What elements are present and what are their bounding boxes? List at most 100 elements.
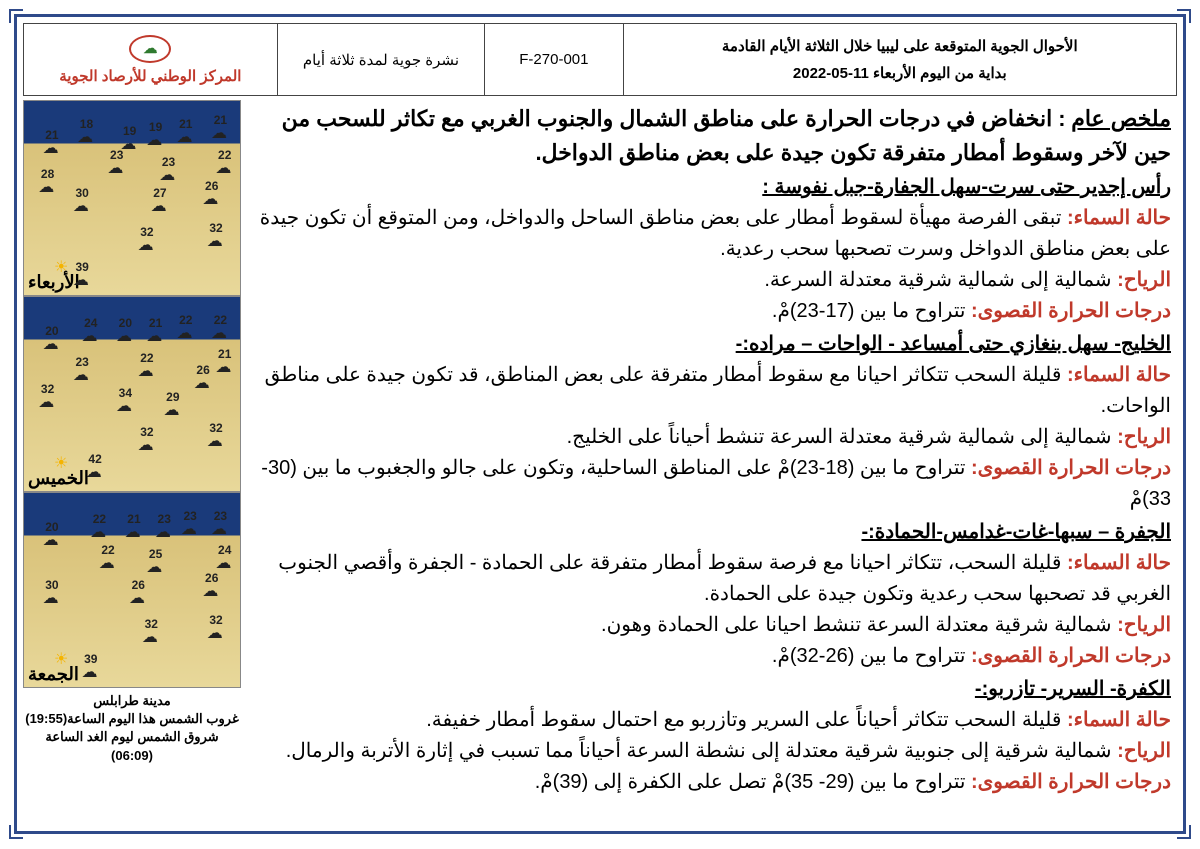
region-block: الجفرة – سبها-غات-غدامس-الحمادة:-حالة ال…	[247, 517, 1171, 672]
region-sky: حالة السماء: قليلة السحب تتكاثر احيانا م…	[247, 360, 1171, 422]
header-title-line1: الأحوال الجوية المتوقعة على ليبيا خلال ا…	[634, 33, 1166, 60]
cloud-icon: ☁	[81, 326, 97, 346]
cloud-icon: ☁	[43, 588, 59, 608]
cloud-icon: ☁	[138, 361, 154, 381]
sky-label: حالة السماء:	[1067, 552, 1171, 574]
sun-info: مدينة طرابلس غروب الشمس هذا اليوم الساعة…	[23, 692, 241, 765]
sky-text: تبقى الفرصة مهيأة لسقوط أمطار على بعض من…	[260, 207, 1171, 260]
sun-icon: ☀	[54, 257, 68, 277]
document-frame: الأحوال الجوية المتوقعة على ليبيا خلال ا…	[14, 14, 1186, 834]
sun-icon: ☀	[54, 453, 68, 473]
cloud-icon: ☁	[194, 373, 210, 393]
corner-ornament	[9, 9, 23, 23]
temp-text: تتراوح ما بين (17-23)مْ.	[772, 300, 971, 322]
corner-ornament	[1177, 825, 1191, 839]
cloud-icon: ☁	[38, 177, 54, 197]
cloud-icon: ☁	[86, 462, 102, 482]
header-bulletin-cell: نشرة جوية لمدة ثلاثة أيام	[277, 24, 485, 96]
region-sky: حالة السماء: قليلة السحب تتكاثر أحياناً …	[247, 705, 1171, 736]
forecast-map: الجمعة23☁23☁23☁21☁22☁20☁24☁25☁22☁26☁26☁3…	[23, 492, 241, 688]
wind-label: الرياح:	[1117, 740, 1171, 762]
cloud-icon: ☁	[142, 627, 158, 647]
region-wind: الرياح: شمالية شرقية معتدلة السرعة تنشط …	[247, 610, 1171, 641]
maps-column: الأربعاء21☁21☁19☁19☁18☁21☁22☁23☁23☁28☁26…	[23, 100, 241, 818]
header-org-cell: ☁ المركز الوطني للأرصاد الجوية	[24, 24, 278, 96]
wind-text: شمالية شرقية معتدلة السرعة تنشط احيانا ع…	[601, 614, 1117, 636]
region-title: الخليج- سهل بنغازي حتى أمساعد - الواحات …	[247, 329, 1171, 360]
cloud-icon: ☁	[215, 357, 231, 377]
cloud-icon: ☁	[164, 400, 180, 420]
temp-label: درجات الحرارة القصوى:	[971, 771, 1171, 793]
sunrise-text: شروق الشمس ليوم الغد الساعة (06:09)	[23, 728, 241, 764]
cloud-icon: ☁	[211, 519, 227, 539]
cloud-icon: ☁	[146, 326, 162, 346]
wind-text: شمالية إلى شمالية شرقية معتدلة السرعة.	[764, 269, 1117, 291]
cloud-icon: ☁	[207, 623, 223, 643]
cloud-icon: ☁	[138, 435, 154, 455]
wind-label: الرياح:	[1117, 614, 1171, 636]
cloud-icon: ☁	[146, 130, 162, 150]
region-wind: الرياح: شمالية شرقية إلى جنوبية شرقية مع…	[247, 736, 1171, 767]
cloud-icon: ☁	[116, 326, 132, 346]
wind-label: الرياح:	[1117, 426, 1171, 448]
corner-ornament	[1177, 9, 1191, 23]
org-logo-icon: ☁	[129, 35, 171, 63]
region-title: رأس إجدير حتى سرت-سهل الجفارة-جبل نفوسة …	[247, 172, 1171, 203]
cloud-icon: ☁	[43, 530, 59, 550]
region-temp: درجات الحرارة القصوى: تتراوح ما بين (26-…	[247, 641, 1171, 672]
cloud-icon: ☁	[207, 231, 223, 251]
region-temp: درجات الحرارة القصوى: تتراوح ما بين (17-…	[247, 296, 1171, 327]
cloud-icon: ☁	[211, 323, 227, 343]
region-block: الكفرة- السرير- تازربو:-حالة السماء: قلي…	[247, 674, 1171, 798]
region-sky: حالة السماء: تبقى الفرصة مهيأة لسقوط أمط…	[247, 203, 1171, 265]
header-title-line2: بداية من اليوم الأربعاء 11-05-2022	[634, 60, 1166, 87]
cloud-icon: ☁	[181, 519, 197, 539]
header-title-cell: الأحوال الجوية المتوقعة على ليبيا خلال ا…	[623, 24, 1176, 96]
sky-label: حالة السماء:	[1067, 207, 1171, 229]
cloud-icon: ☁	[207, 431, 223, 451]
region-block: رأس إجدير حتى سرت-سهل الجفارة-جبل نفوسة …	[247, 172, 1171, 327]
cloud-icon: ☁	[116, 396, 132, 416]
org-name: المركز الوطني للأرصاد الجوية	[34, 67, 267, 85]
wind-text: شمالية إلى شمالية شرقية معتدلة السرعة تن…	[567, 426, 1117, 448]
cloud-icon: ☁	[73, 365, 89, 385]
summary-text: : انخفاض في درجات الحرارة على مناطق الشم…	[282, 106, 1171, 165]
cloud-icon: ☁	[107, 158, 123, 178]
region-wind: الرياح: شمالية إلى شمالية شرقية معتدلة ا…	[247, 422, 1171, 453]
region-title: الكفرة- السرير- تازربو:-	[247, 674, 1171, 705]
cloud-icon: ☁	[151, 196, 167, 216]
temp-text: تتراوح ما بين (26-32)مْ.	[772, 645, 971, 667]
region-title: الجفرة – سبها-غات-غدامس-الحمادة:-	[247, 517, 1171, 548]
region-block: الخليج- سهل بنغازي حتى أمساعد - الواحات …	[247, 329, 1171, 515]
cloud-icon: ☁	[176, 127, 192, 147]
sun-icon: ☀	[54, 649, 68, 669]
cloud-icon: ☁	[176, 323, 192, 343]
region-temp: درجات الحرارة القصوى: تتراوح ما بين (18-…	[247, 453, 1171, 515]
forecast-map: الخميس22☁22☁21☁20☁24☁20☁21☁26☁22☁23☁29☁3…	[23, 296, 241, 492]
cloud-icon: ☁	[138, 235, 154, 255]
temp-label: درجات الحرارة القصوى:	[971, 645, 1171, 667]
cloud-icon: ☁	[129, 588, 145, 608]
sky-text: قليلة السحب تتكاثر احيانا مع سقوط أمطار …	[265, 364, 1171, 417]
cloud-icon: ☁	[125, 522, 141, 542]
cloud-icon: ☁	[215, 158, 231, 178]
cloud-icon: ☁	[155, 522, 171, 542]
sky-label: حالة السماء:	[1067, 709, 1171, 731]
cloud-icon: ☁	[43, 334, 59, 354]
cloud-icon: ☁	[211, 123, 227, 143]
cloud-icon: ☁	[81, 662, 97, 682]
summary-label: ملخص عام	[1071, 106, 1171, 131]
cloud-icon: ☁	[202, 581, 218, 601]
sun-city: مدينة طرابلس	[23, 692, 241, 710]
cloud-icon: ☁	[99, 553, 115, 573]
sunset-text: غروب الشمس هذا اليوم الساعة(19:55)	[23, 710, 241, 728]
cloud-icon: ☁	[146, 557, 162, 577]
temp-label: درجات الحرارة القصوى:	[971, 300, 1171, 322]
body-wrap: ملخص عام : انخفاض في درجات الحرارة على م…	[23, 100, 1177, 818]
region-sky: حالة السماء: قليلة السحب، تتكاثر احيانا …	[247, 548, 1171, 610]
wind-label: الرياح:	[1117, 269, 1171, 291]
forecast-map: الأربعاء21☁21☁19☁19☁18☁21☁22☁23☁23☁28☁26…	[23, 100, 241, 296]
cloud-icon: ☁	[77, 127, 93, 147]
header-table: الأحوال الجوية المتوقعة على ليبيا خلال ا…	[23, 23, 1177, 96]
wind-text: شمالية شرقية إلى جنوبية شرقية معتدلة إلى…	[286, 740, 1117, 762]
